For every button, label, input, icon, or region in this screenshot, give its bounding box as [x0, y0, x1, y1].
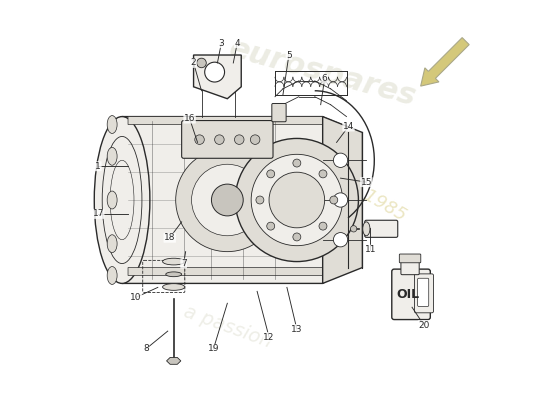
Ellipse shape: [163, 284, 185, 290]
Polygon shape: [122, 116, 346, 284]
Circle shape: [256, 196, 264, 204]
Text: 14: 14: [343, 122, 354, 131]
FancyBboxPatch shape: [392, 269, 430, 320]
Circle shape: [333, 232, 348, 247]
Text: 3: 3: [218, 38, 224, 48]
Text: 20: 20: [418, 321, 430, 330]
Text: 15: 15: [361, 178, 372, 187]
Polygon shape: [323, 116, 362, 284]
Circle shape: [205, 62, 224, 82]
Text: 13: 13: [291, 324, 302, 334]
Ellipse shape: [363, 222, 370, 236]
Circle shape: [211, 184, 243, 216]
Circle shape: [333, 193, 348, 207]
FancyBboxPatch shape: [401, 258, 419, 275]
FancyBboxPatch shape: [399, 254, 421, 263]
Circle shape: [319, 170, 327, 178]
Text: a passion: a passion: [180, 302, 274, 352]
Ellipse shape: [166, 272, 182, 277]
Ellipse shape: [107, 266, 117, 284]
Circle shape: [234, 135, 244, 144]
Circle shape: [293, 159, 301, 167]
Circle shape: [267, 170, 274, 178]
Circle shape: [250, 135, 260, 144]
Circle shape: [267, 222, 274, 230]
Circle shape: [350, 226, 357, 232]
Circle shape: [197, 58, 206, 68]
Text: 5: 5: [286, 50, 292, 60]
Circle shape: [269, 172, 324, 228]
Circle shape: [319, 222, 327, 230]
Text: 10: 10: [130, 293, 142, 302]
FancyBboxPatch shape: [182, 120, 273, 158]
Text: 6: 6: [322, 74, 328, 83]
Circle shape: [191, 164, 263, 236]
Text: 12: 12: [263, 332, 275, 342]
Circle shape: [330, 196, 338, 204]
Text: 7: 7: [181, 259, 186, 268]
FancyBboxPatch shape: [272, 104, 286, 122]
Circle shape: [195, 135, 204, 144]
Ellipse shape: [107, 116, 117, 134]
FancyBboxPatch shape: [365, 220, 398, 237]
Circle shape: [235, 138, 359, 262]
Text: 2: 2: [191, 58, 196, 68]
Circle shape: [214, 135, 224, 144]
Polygon shape: [128, 268, 343, 276]
FancyBboxPatch shape: [415, 274, 433, 313]
Ellipse shape: [107, 147, 117, 165]
Circle shape: [175, 148, 279, 252]
Circle shape: [333, 153, 348, 168]
FancyArrow shape: [421, 38, 469, 86]
Polygon shape: [167, 358, 181, 364]
Text: 19: 19: [208, 344, 219, 354]
Circle shape: [293, 233, 301, 241]
Text: since 1985: since 1985: [315, 160, 410, 224]
Ellipse shape: [94, 116, 150, 284]
Circle shape: [251, 154, 343, 246]
Text: 11: 11: [365, 245, 376, 254]
Text: OIL: OIL: [397, 288, 420, 301]
Text: 8: 8: [143, 344, 149, 354]
Text: 4: 4: [234, 38, 240, 48]
Ellipse shape: [107, 235, 117, 253]
FancyBboxPatch shape: [417, 278, 429, 306]
Text: 18: 18: [164, 233, 175, 242]
Text: 17: 17: [92, 210, 104, 218]
Text: 1: 1: [95, 162, 101, 171]
Text: 16: 16: [184, 114, 195, 123]
Polygon shape: [128, 116, 343, 124]
Polygon shape: [194, 55, 241, 99]
Ellipse shape: [163, 258, 185, 265]
Ellipse shape: [107, 191, 117, 209]
Text: eurospares: eurospares: [226, 34, 420, 112]
